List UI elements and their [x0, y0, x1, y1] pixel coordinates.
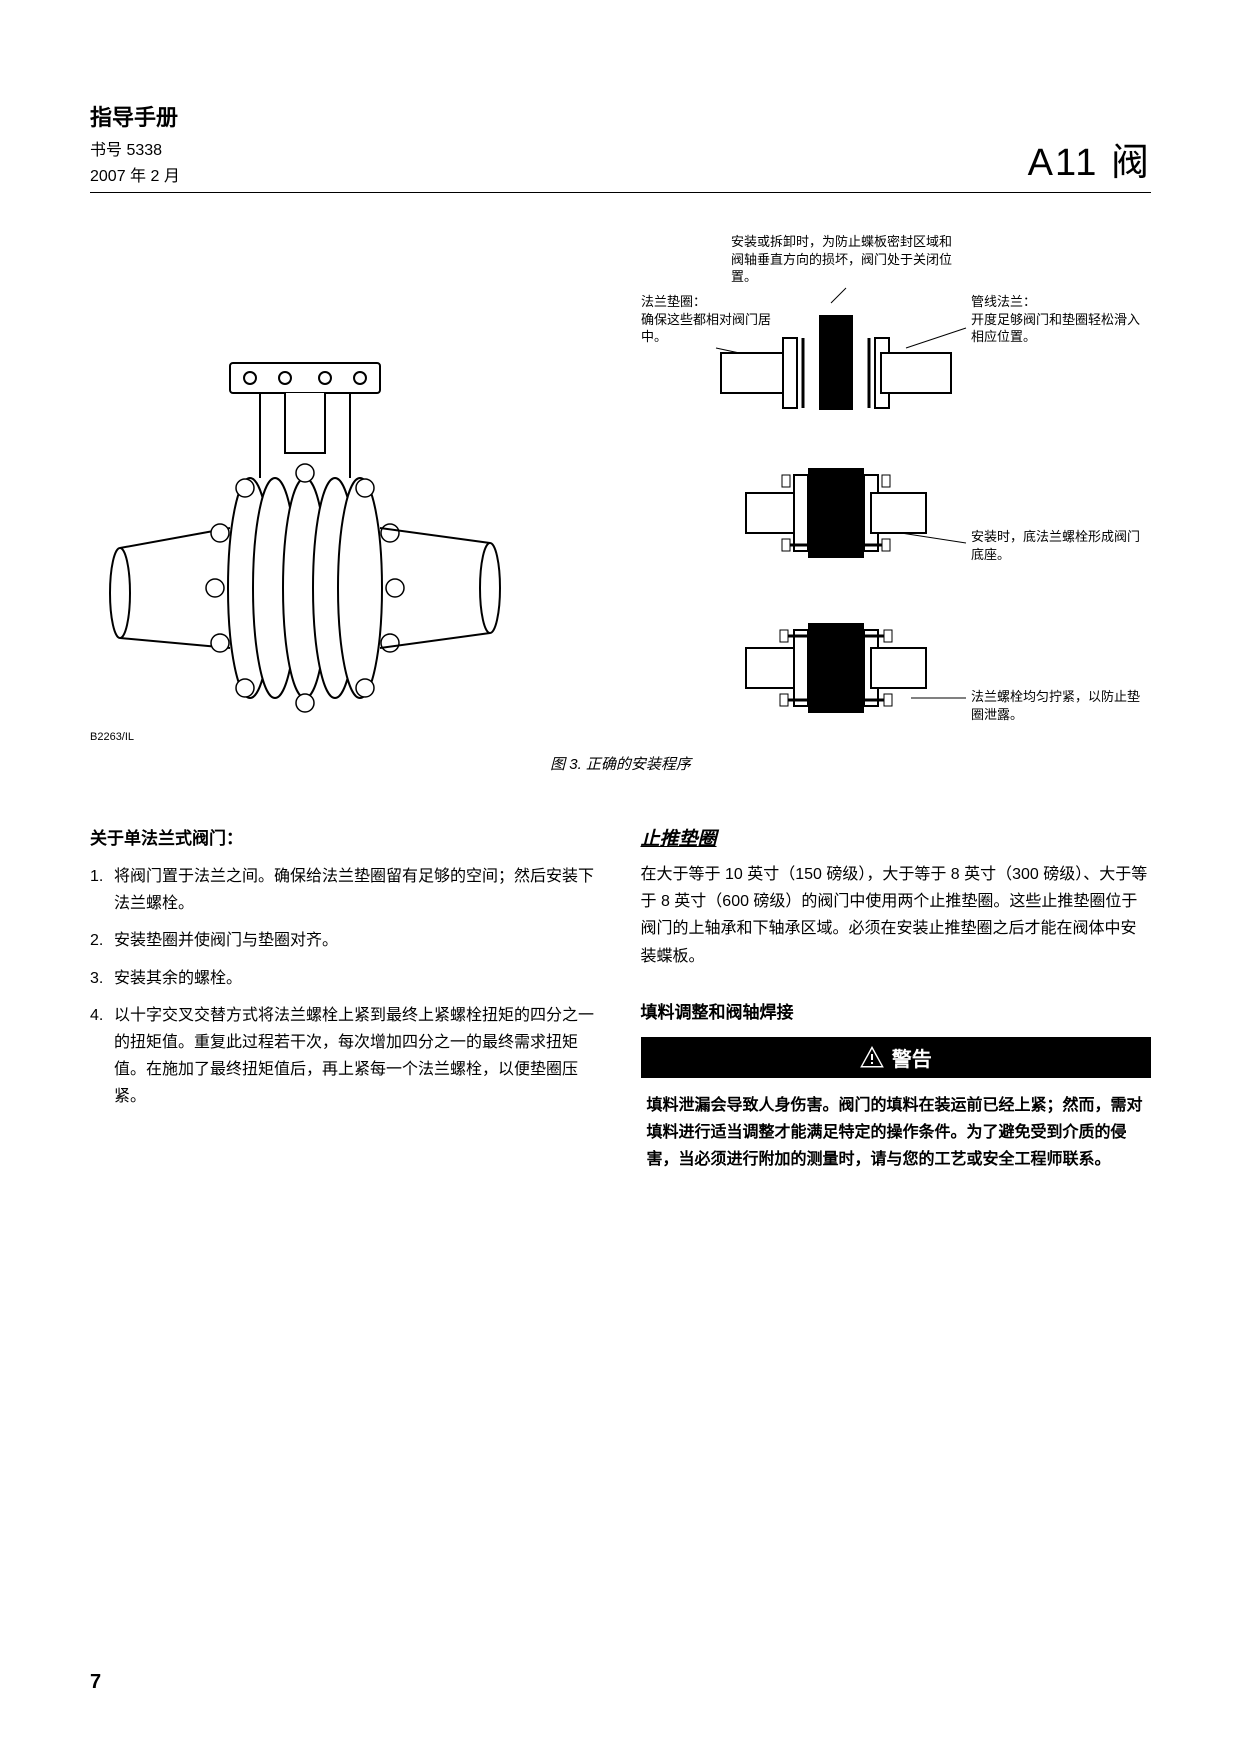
install-steps-list: 将阀门置于法兰之间。确保给法兰垫圈留有足够的空间；然后安装下法兰螺栓。 安装垫圈… [90, 863, 601, 1111]
product-name: A11 阀 [1028, 131, 1151, 186]
warning-icon [860, 1046, 884, 1068]
warning-label: 警告 [892, 1043, 932, 1072]
figure-caption: 图 3. 正确的安装程序 [90, 753, 1151, 774]
warning-bar: 警告 [641, 1037, 1152, 1078]
step-2: 安装垫圈并使阀门与垫圈对齐。 [90, 927, 601, 954]
body-columns: 关于单法兰式阀门： 将阀门置于法兰之间。确保给法兰垫圈留有足够的空间；然后安装下… [90, 824, 1151, 1177]
page-header: 指导手册 书号 5338 2007 年 2 月 A11 阀 [90, 100, 1151, 193]
annot-bottom-bolt: 安装时，底法兰螺栓形成阀门底座。 [971, 528, 1146, 563]
right-column: 止推垫圈 在大于等于 10 英寸（150 磅级），大于等于 8 英寸（300 磅… [641, 824, 1152, 1177]
figure-reference-code: B2263/IL [90, 731, 134, 743]
figure-3: B2263/IL 安装或拆卸时，为防止蝶板密封区域和阀轴垂直方向的损坏，阀门处于… [90, 233, 1151, 743]
lug-valve-heading: 关于单法兰式阀门： [90, 824, 601, 849]
manual-title: 指导手册 [90, 100, 180, 132]
thrust-washer-heading: 止推垫圈 [641, 824, 1152, 851]
annot-gasket: 法兰垫圈： 确保这些都相对阀门居中。 [641, 293, 786, 346]
thrust-washer-body: 在大于等于 10 英寸（150 磅级），大于等于 8 英寸（300 磅级）、大于… [641, 861, 1152, 970]
valve-isometric-svg [90, 343, 510, 723]
warning-body: 填料泄漏会导致人身伤害。阀门的填料在装运前已经上紧；然而，需对填料进行适当调整才… [641, 1088, 1152, 1178]
left-column: 关于单法兰式阀门： 将阀门置于法兰之间。确保给法兰垫圈留有足够的空间；然后安装下… [90, 824, 601, 1177]
step-3: 安装其余的螺栓。 [90, 965, 601, 992]
step-4: 以十字交叉交替方式将法兰螺栓上紧到最终上紧螺栓扭矩的四分之一的扭矩值。重复此过程… [90, 1002, 601, 1111]
packing-heading: 填料调整和阀轴焊接 [641, 998, 1152, 1023]
annot-closed-position: 安装或拆卸时，为防止蝶板密封区域和阀轴垂直方向的损坏，阀门处于关闭位置。 [731, 233, 961, 286]
annot-tighten: 法兰螺栓均匀拧紧，以防止垫圈泄露。 [971, 688, 1146, 723]
figure-install-steps: 安装或拆卸时，为防止蝶板密封区域和阀轴垂直方向的损坏，阀门处于关闭位置。 法兰垫… [621, 233, 1151, 738]
step-1: 将阀门置于法兰之间。确保给法兰垫圈留有足够的空间；然后安装下法兰螺栓。 [90, 863, 601, 917]
header-left: 指导手册 书号 5338 2007 年 2 月 [90, 100, 180, 186]
figure-valve-isometric: B2263/IL [90, 343, 510, 728]
book-number: 书号 5338 [90, 136, 180, 160]
annot-pipe-flange: 管线法兰： 开度足够阀门和垫圈轻松滑入相应位置。 [971, 293, 1146, 346]
publication-date: 2007 年 2 月 [90, 162, 180, 186]
page-number: 7 [90, 1671, 101, 1694]
